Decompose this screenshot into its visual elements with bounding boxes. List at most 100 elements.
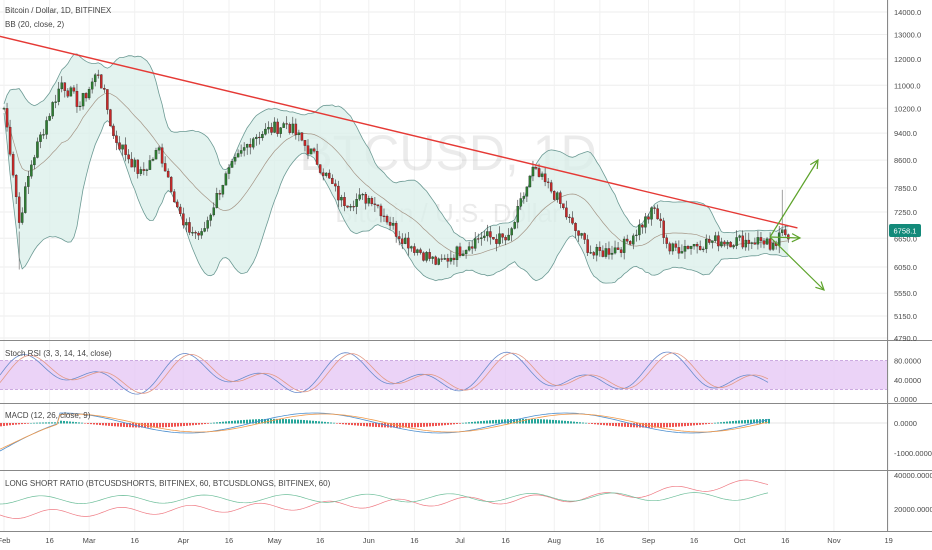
macd-histogram-bar — [42, 422, 44, 424]
macd-histogram-bar — [60, 420, 62, 424]
macd-histogram-bar — [303, 420, 305, 424]
time-axis[interactable]: Feb 16 Mar 16 Apr 16 May 16 Jun 16 Jul 16 Aug 16 Sep 16… — [0, 536, 893, 545]
candle-body — [239, 150, 243, 154]
candle-body — [291, 123, 295, 133]
macd-histogram-bar — [339, 423, 341, 424]
candle-body — [704, 238, 708, 250]
time-tick-label: Nov — [827, 536, 841, 545]
macd-histogram-bar — [282, 419, 284, 424]
candle-body — [276, 121, 279, 134]
macd-histogram-bar — [219, 422, 221, 424]
candle-body — [297, 132, 301, 135]
macd-histogram-bar — [243, 419, 245, 424]
macd-histogram-bar — [462, 422, 464, 424]
candle-body — [212, 207, 216, 216]
macd-histogram-bar — [627, 423, 629, 427]
macd-histogram-bar — [264, 418, 266, 424]
candle-body — [8, 126, 12, 155]
macd-histogram-bar — [27, 423, 29, 424]
resistance-trendline — [0, 35, 798, 229]
macd-histogram-bar — [699, 423, 701, 425]
macd-histogram-bar — [735, 420, 737, 424]
candle-body — [87, 89, 91, 99]
macd-histogram-bar — [273, 418, 275, 424]
projection-arrows[interactable] — [769, 158, 825, 291]
macd-histogram-bar — [489, 420, 491, 424]
long-short-pane[interactable] — [0, 479, 769, 519]
macd-histogram-bar — [48, 422, 50, 424]
candle-body — [11, 154, 15, 176]
macd-histogram-bar — [639, 423, 641, 428]
price-tick-label: 7850.0 — [894, 184, 917, 193]
candle-body — [616, 247, 620, 250]
trendline[interactable] — [0, 32, 798, 229]
macd-histogram-bar — [399, 423, 401, 428]
time-tick-label: Feb — [0, 536, 10, 545]
macd-histogram-bar — [537, 419, 539, 424]
macd-histogram-bar — [468, 422, 470, 424]
candle-body — [385, 215, 389, 223]
candle-body — [118, 142, 121, 150]
candle-body — [659, 218, 662, 221]
candle-body — [768, 238, 772, 250]
candle-body — [103, 88, 106, 90]
candle-body — [422, 252, 425, 261]
macd-histogram-bar — [585, 422, 587, 424]
macd-histogram-bar — [309, 420, 311, 424]
macd-histogram-bar — [450, 423, 452, 425]
candle-body — [689, 245, 693, 249]
candle-body — [437, 258, 440, 265]
macd-histogram-bar — [690, 423, 692, 426]
macd-histogram-bar — [315, 421, 317, 424]
candle-body — [413, 246, 416, 253]
candles[interactable] — [2, 69, 790, 270]
candle-body — [255, 136, 258, 139]
candle-body — [425, 252, 428, 261]
macd-histogram-bar — [528, 418, 530, 424]
candle-body — [501, 233, 504, 238]
candle-body — [96, 74, 100, 76]
pane-tick-label: 40.0000 — [894, 376, 921, 385]
macd-histogram-bar — [201, 423, 203, 425]
candle-body — [671, 243, 675, 252]
macd-histogram-bar — [498, 419, 500, 424]
candle-body — [513, 222, 516, 229]
candle-body — [683, 246, 687, 252]
candle-body — [139, 169, 143, 174]
macd-histogram-bar — [90, 423, 92, 425]
stoch-rsi-pane[interactable] — [0, 351, 887, 395]
candle-body — [595, 246, 599, 256]
candle-body — [151, 158, 155, 161]
macd-histogram-bar — [255, 419, 257, 424]
price-tick-label: 4790.0 — [894, 334, 917, 343]
candle-body — [331, 177, 334, 184]
candle-body — [252, 138, 255, 148]
macd-histogram-bar — [726, 421, 728, 424]
macd-histogram-bar — [204, 423, 206, 425]
candle-body — [248, 144, 252, 148]
candle-body — [321, 172, 325, 176]
macd-histogram-bar — [678, 423, 680, 427]
candle-body — [759, 237, 763, 241]
candle-body — [2, 108, 6, 110]
time-tick-label: 19 — [884, 536, 892, 545]
macd-histogram-bar — [120, 423, 122, 427]
macd-histogram-bar — [186, 423, 188, 426]
candle-body — [376, 204, 380, 207]
price-axis[interactable]: 14000.0 13000.0 12000.0 11000.0 10200.0 9400.… — [894, 8, 921, 343]
macd-histogram-bar — [732, 421, 734, 424]
macd-histogram-bar — [516, 418, 518, 424]
time-tick-label: Jun — [363, 536, 375, 545]
macd-histogram-bar — [252, 419, 254, 424]
macd-histogram-bar — [603, 423, 605, 426]
macd-histogram-bar — [300, 419, 302, 424]
price-tick-label: 14000.0 — [894, 8, 921, 17]
macd-pane[interactable] — [0, 412, 887, 452]
macd-histogram-bar — [744, 420, 746, 424]
macd-histogram-bar — [567, 421, 569, 424]
price-tick-label: 13000.0 — [894, 31, 921, 40]
macd-histogram-bar — [543, 419, 545, 424]
candle-body — [419, 249, 422, 253]
macd-histogram-bar — [192, 423, 194, 426]
